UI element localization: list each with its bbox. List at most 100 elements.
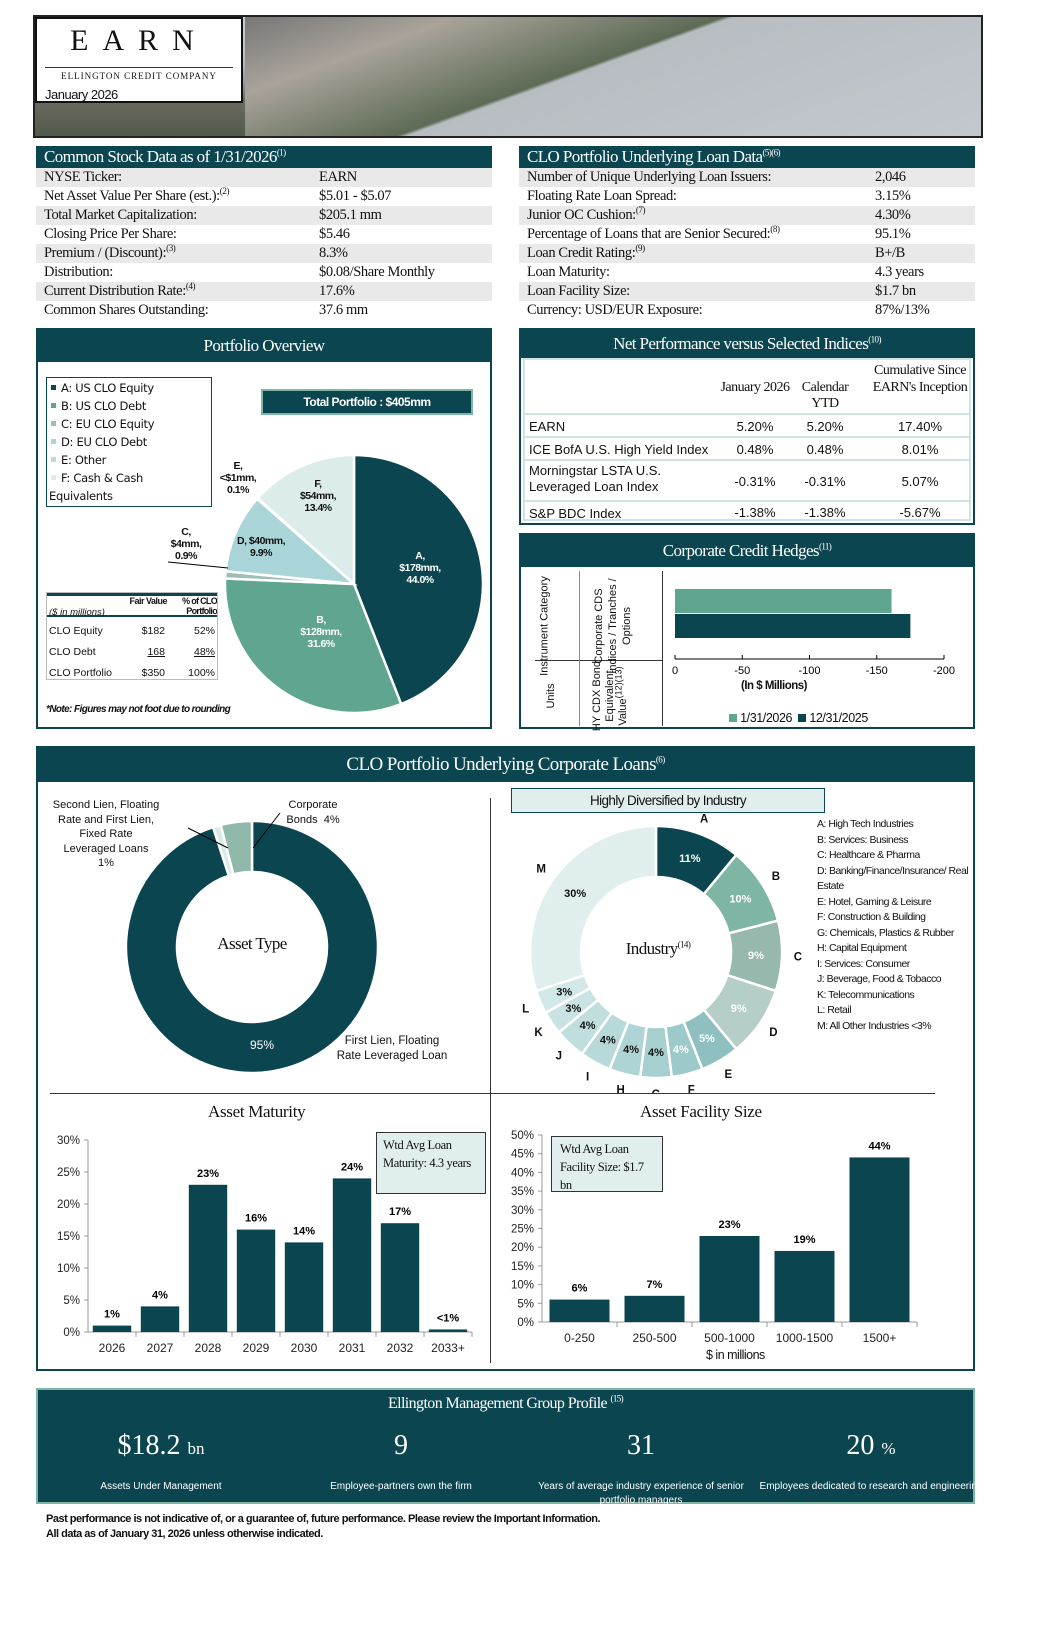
col-fair-value: Fair Value (129, 596, 167, 606)
data-row: Percentage of Loans that are Senior Secu… (519, 225, 975, 244)
portfolio-pie-chart (167, 453, 485, 715)
bar-1500+ (849, 1157, 910, 1322)
clo-table-header: ($ in millions) Fair Value % of CLO Port… (47, 593, 217, 618)
clo-table-row: CLO Debt 168 48% (49, 646, 215, 658)
industry-legend: A: High Tech Industries B: Services: Busi… (817, 817, 977, 1034)
clo-table-row: CLO Portfolio $350 100% (49, 667, 215, 679)
industry-pct-label: 3% (565, 1003, 581, 1015)
stat-desc: Assets Under Management (100, 1481, 222, 1492)
x-tick-label: 1500+ (863, 1331, 897, 1345)
leader-line (252, 812, 281, 849)
legend-item: C: EU CLO Equity (49, 415, 209, 433)
stat-desc: Employees dedicated to research and engi… (759, 1481, 983, 1492)
portfolio-slice-a (352, 453, 485, 706)
col-cumulative: Cumulative Since EARN's Inception (872, 363, 968, 395)
industry-slice-m (528, 824, 658, 993)
y-tick-label: 10% (57, 1263, 80, 1275)
industry-legend-item: H: Capital Equipment (817, 942, 907, 954)
portfolio-overview-panel: Portfolio Overview A: US CLO Equity B: U… (36, 328, 492, 729)
row-value: 95.1% (875, 226, 911, 242)
y-tick-label: 5% (517, 1298, 534, 1310)
y-tick-label: 25% (57, 1167, 80, 1179)
industry-key-label: A (700, 813, 708, 825)
facility-callout: Wtd Avg Loan Facility Size: $1.7 bn (551, 1136, 663, 1192)
bar-value-label: <1% (437, 1312, 460, 1324)
divider (490, 1093, 491, 1363)
industry-pct-label: 9% (748, 950, 764, 962)
slice-label-e: E, <$1mm, 0.1% (219, 460, 257, 496)
asset-type-slice-95 (124, 819, 380, 1075)
y-tick-label: 20% (511, 1242, 534, 1254)
disclaimer-line: Past performance is not indicative of, o… (46, 1513, 601, 1525)
data-row: Closing Price Per Share: $5.46 (36, 225, 492, 244)
y-tick-label: 0% (63, 1327, 80, 1339)
y-tick-label: 30% (57, 1135, 80, 1147)
row-label: Junior OC Cushion:(7) (527, 205, 646, 223)
data-row: Loan Facility Size: $1.7 bn (519, 282, 975, 301)
data-row: Junior OC Cushion:(7) 4.30% (519, 206, 975, 225)
x-tick-label: -150 (866, 665, 888, 677)
x-tick-label: -50 (734, 665, 750, 677)
y-tick-label: 5% (63, 1295, 80, 1307)
row-value: $5.01 - $5.07 (319, 188, 392, 204)
clo-table-row: CLO Equity $182 52% (49, 625, 215, 637)
hedge-bar-0 (675, 589, 892, 613)
performance-row: S&P BDC Index -1.38% -1.38% -5.67% (525, 500, 969, 522)
industry-pct-label: 5% (699, 1033, 715, 1045)
divider (50, 1093, 935, 1094)
performance-row: EARN 5.20% 5.20% 17.40% (525, 413, 969, 436)
loan-data-title: CLO Portfolio Underlying Loan Data(5)(6) (519, 146, 975, 168)
bar-value-label: 7% (647, 1279, 663, 1291)
industry-legend-item: E: Hotel, Gaming & Leisure (817, 895, 932, 908)
bar-value-label: 23% (718, 1219, 740, 1231)
row-label: Net Asset Value Per Share (est.):(2) (44, 186, 230, 204)
row-label: Distribution: (44, 264, 113, 280)
industry-legend-item: I: Services: Consumer (817, 957, 910, 970)
slice-label-c: C, $4mm, 0.9% (170, 526, 202, 562)
industry-pct-label: 4% (673, 1044, 689, 1056)
performance-row: Morningstar LSTA U.S. Leveraged Loan Ind… (525, 459, 969, 500)
common-stock-panel: Common Stock Data as of 1/31/2026(1) NYS… (36, 146, 492, 320)
units-label: ($ in millions) (49, 607, 105, 618)
industry-legend-item: A: High Tech Industries (817, 818, 914, 830)
industry-pct-label: 4% (600, 1035, 616, 1047)
x-tick-label: 1000-1500 (776, 1331, 834, 1345)
y-tick-label: 50% (511, 1130, 534, 1142)
col-pct: % of CLO Portfolio (182, 596, 217, 616)
stat-value: $18.2 bn (117, 1430, 205, 1461)
data-row: Current Distribution Rate:(4) 17.6% (36, 282, 492, 301)
bar-500-1000 (699, 1235, 760, 1322)
bar-2030 (284, 1242, 324, 1332)
industry-key-label: D (769, 1027, 777, 1039)
profile-title: Ellington Management Group Profile (15) (387, 1393, 624, 1412)
y-tick-label: 45% (511, 1149, 534, 1161)
stat-desc: Employee-partners own the firm (330, 1481, 472, 1492)
corporate-loans-title: CLO Portfolio Underlying Corporate Loans… (38, 748, 973, 782)
bar-2029 (236, 1229, 276, 1332)
profile-stat: 20 % Employees dedicated to research and … (756, 1430, 986, 1494)
industry-legend-item: B: Services: Business (817, 833, 909, 846)
legend-label: 12/31/2025 (809, 711, 868, 725)
y-tick-label: 10% (511, 1280, 534, 1292)
data-row: Currency: USD/EUR Exposure: 87%/13% (519, 301, 975, 320)
stat-desc: Years of average industry experience of … (538, 1481, 744, 1506)
row-label: NYSE Ticker: (44, 169, 122, 185)
footnote: (5)(6) (762, 147, 781, 158)
profile-stat: $18.2 bn Assets Under Management (46, 1430, 276, 1494)
harbor-photo (245, 17, 981, 136)
clo-table: ($ in millions) Fair Value % of CLO Port… (46, 592, 218, 680)
asset-type-label-bonds: Corporate Bonds 4% (286, 799, 340, 826)
industry-legend-item: L: Retail (817, 1004, 852, 1016)
total-portfolio-badge: Total Portfolio : $405mm (261, 389, 473, 415)
data-row: Total Market Capitalization: $205.1 mm (36, 206, 492, 225)
industry-legend-item: F: Construction & Building (817, 911, 926, 923)
logo-text: EARN (70, 24, 208, 57)
row-label: Closing Price Per Share: (44, 226, 177, 242)
maturity-title: Asset Maturity (208, 1102, 306, 1121)
logo-box: EARN ELLINGTON CREDIT COMPANY January 20… (35, 17, 243, 103)
x-tick-label: -200 (933, 665, 955, 677)
industry-pct-label: 4% (623, 1044, 639, 1056)
bar-2032 (380, 1223, 420, 1332)
profile-stat: 9 Employee-partners own the firm (286, 1430, 516, 1494)
bar-value-label: 23% (197, 1168, 219, 1180)
